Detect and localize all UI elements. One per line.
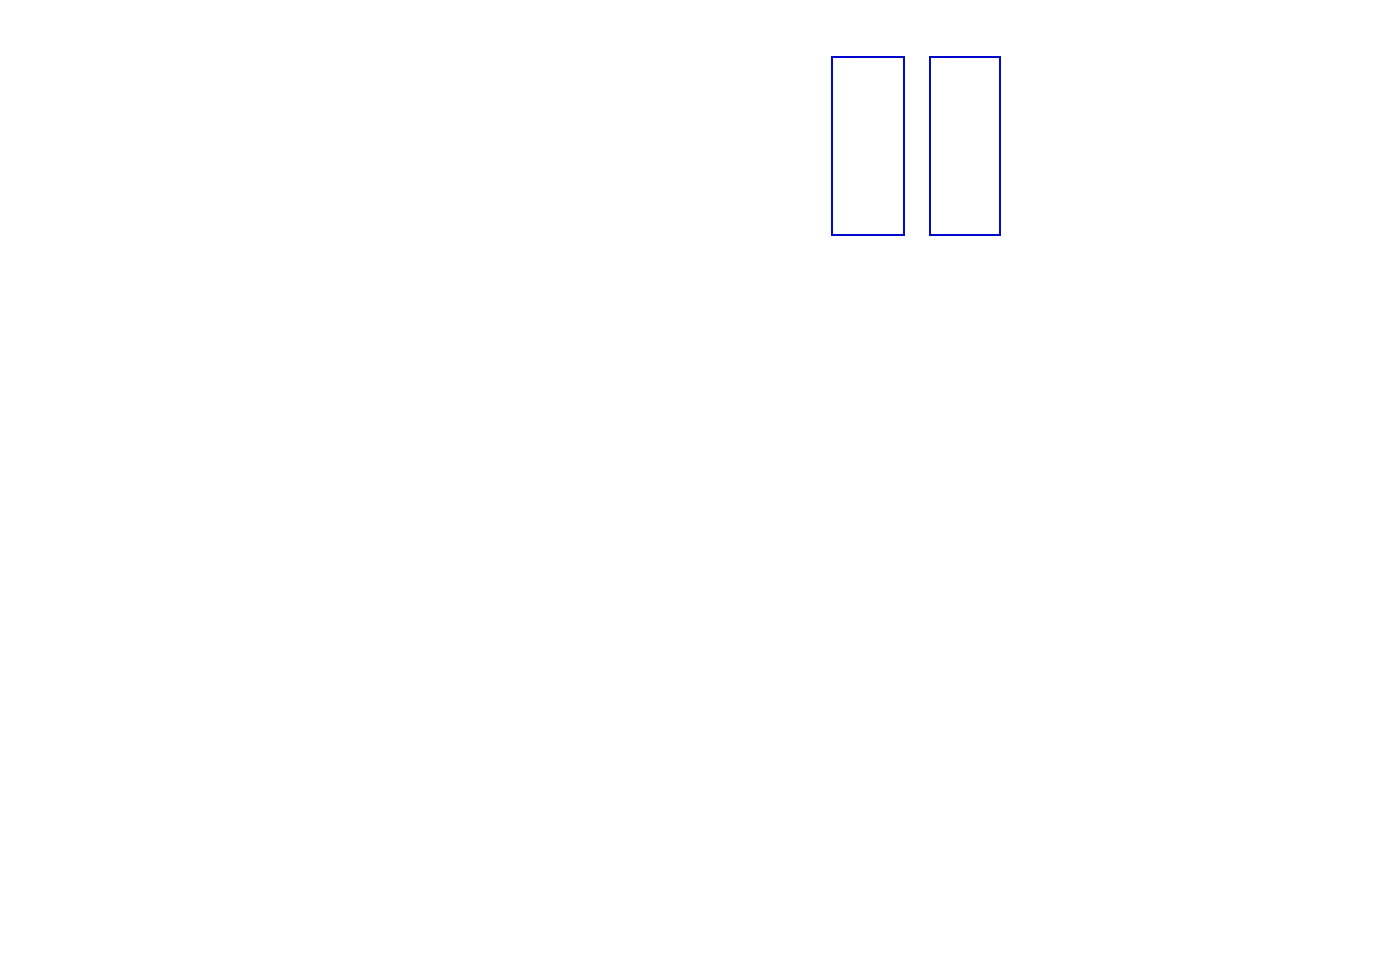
line-fit-inset-plot [1020,45,1320,240]
with-sky-image [831,56,905,236]
catalog-notes [70,876,101,953]
report-meta [1050,5,1066,20]
clean-image [929,56,1001,236]
full-spectrum-plot [60,335,1340,450]
